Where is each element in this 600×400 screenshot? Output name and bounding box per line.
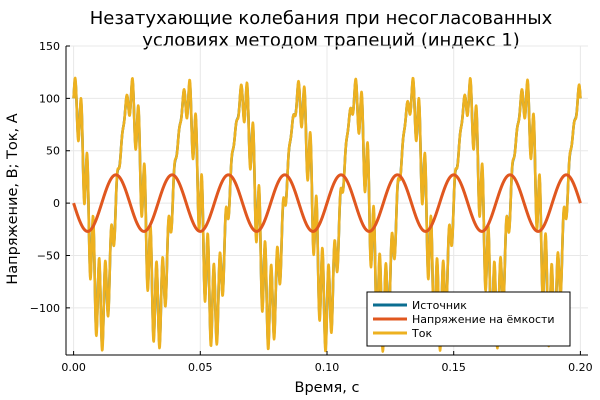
y-tick-label: 150 — [39, 40, 60, 53]
chart-title: Незатухающие колебания при несогласованн… — [90, 8, 553, 51]
y-tick-label: 100 — [39, 92, 60, 105]
y-tick-label: −50 — [37, 249, 60, 262]
chart-title-line-1: Незатухающие колебания при несогласованн… — [90, 8, 553, 29]
legend-label: Источник — [412, 299, 467, 312]
x-tick-label: 0.05 — [188, 361, 213, 374]
y-tick-label: −100 — [30, 302, 60, 315]
legend-label: Напряжение на ёмкости — [412, 313, 555, 326]
x-axis-label: Время, с — [295, 380, 360, 396]
x-tick-label: 0.00 — [61, 361, 86, 374]
tick-layer: 0.00 0.05 0.10 0.15 0.20 −100 −50 0 50 100 150 — [30, 40, 593, 374]
x-tick-label: 0.20 — [568, 361, 593, 374]
legend-label: Ток — [411, 327, 432, 340]
x-tick-label: 0.10 — [315, 361, 340, 374]
y-tick-label: 0 — [53, 197, 60, 210]
series-line-1 — [72, 173, 582, 233]
y-axis-label: Напряжение, В; Ток, А — [5, 113, 21, 284]
x-tick-label: 0.15 — [441, 361, 466, 374]
chart-title-line-2: условиях методом трапеций (индекс 1) — [142, 30, 520, 51]
y-tick-label: 50 — [46, 145, 60, 158]
